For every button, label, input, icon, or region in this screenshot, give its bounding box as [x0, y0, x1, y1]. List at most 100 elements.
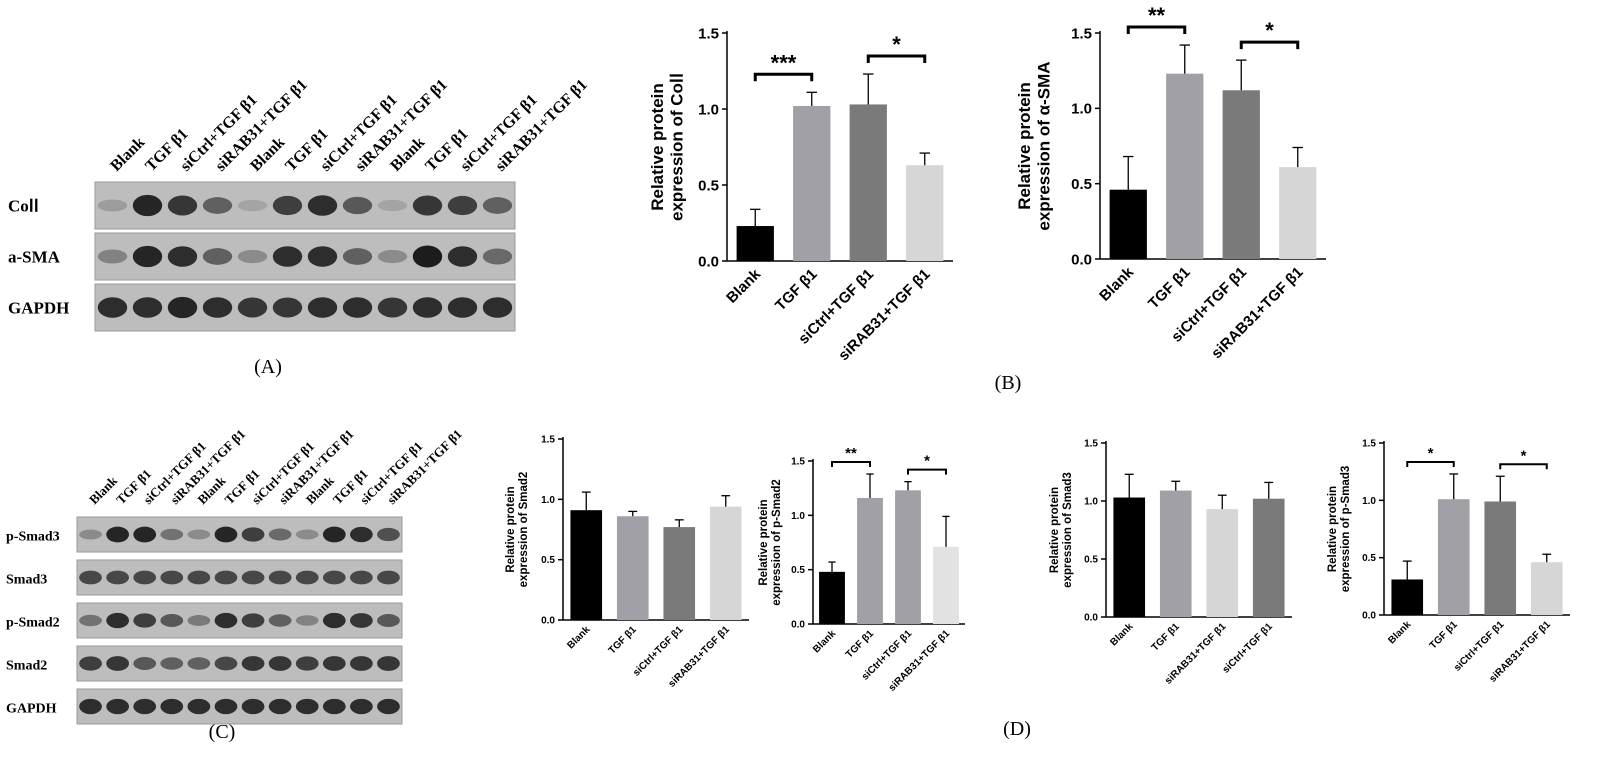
- protein-band: [132, 297, 163, 318]
- protein-band: [377, 698, 400, 715]
- x-category-label: Blank: [1386, 619, 1413, 646]
- protein-band: [350, 526, 373, 543]
- y-tick-label: 1.0: [541, 495, 555, 506]
- protein-band: [295, 656, 319, 671]
- protein-band: [241, 656, 265, 671]
- bar: [1252, 498, 1285, 617]
- significance-label: ***: [771, 50, 797, 75]
- protein-band: [202, 197, 233, 214]
- protein-band: [79, 614, 102, 627]
- blot-strip: [94, 283, 516, 332]
- protein-band: [106, 698, 129, 715]
- bar: [1484, 501, 1517, 615]
- protein-band: [79, 529, 102, 540]
- protein-band: [268, 528, 292, 541]
- protein-band: [187, 698, 211, 715]
- protein-band: [322, 570, 346, 585]
- y-axis-title: expression of CoⅠⅠ: [668, 73, 687, 221]
- y-tick-label: 1.5: [1084, 439, 1098, 450]
- bar-chart-psmad2: 0.0 0.5 1.0 1.5 Relative protein expression o…: [758, 445, 965, 694]
- protein-band: [241, 570, 265, 585]
- protein-band: [307, 297, 338, 318]
- panel-label-c: (C): [209, 721, 236, 743]
- protein-band: [377, 656, 400, 671]
- x-category-label: siCtrl+TGF β1: [1221, 621, 1276, 676]
- significance-bracket: [1406, 460, 1455, 467]
- panel-label-d: (D): [1003, 718, 1031, 740]
- y-axis-title: Relative protein: [505, 486, 517, 572]
- x-category-label: TGF β1: [1428, 619, 1460, 651]
- x-category-label: Blank: [811, 628, 838, 655]
- blot-strip: [76, 602, 403, 639]
- protein-band: [268, 570, 292, 585]
- protein-band: [167, 246, 198, 267]
- protein-band: [377, 614, 400, 627]
- protein-band: [202, 297, 233, 318]
- significance-bracket: [831, 461, 871, 468]
- protein-band: [307, 246, 338, 267]
- blot-row-label: p-Smad3: [6, 530, 60, 545]
- protein-band: [268, 698, 292, 715]
- bar: [1279, 167, 1317, 259]
- y-tick-label: 0.0: [1084, 613, 1098, 624]
- protein-band: [79, 698, 102, 715]
- protein-band: [241, 613, 265, 628]
- y-axis-title: Relative protein: [758, 499, 770, 585]
- protein-band: [412, 297, 443, 318]
- bar: [849, 104, 887, 261]
- y-tick-label: 1.5: [698, 25, 719, 42]
- protein-band: [342, 297, 373, 318]
- protein-band: [237, 199, 268, 212]
- protein-band: [133, 613, 157, 628]
- protein-band: [295, 529, 319, 540]
- protein-band: [79, 570, 102, 585]
- bar-chart-smad2: 0.0 0.5 1.0 1.5 Relative protein expression o…: [505, 435, 749, 690]
- significance-label: **: [1148, 3, 1166, 28]
- protein-band: [160, 570, 184, 585]
- y-tick-label: 1.0: [1071, 101, 1092, 118]
- bar: [570, 510, 603, 620]
- significance-label: *: [924, 453, 930, 470]
- blot-strip: [76, 688, 403, 725]
- protein-band: [167, 195, 198, 216]
- significance-bracket: [1126, 25, 1187, 35]
- y-axis-title: expression of Smad2: [518, 472, 530, 588]
- protein-band: [214, 526, 238, 543]
- x-category-label: Blank: [565, 624, 592, 651]
- protein-band: [133, 526, 157, 543]
- y-tick-label: 1.5: [541, 435, 555, 446]
- y-tick-label: 1.0: [698, 101, 719, 118]
- protein-band: [97, 199, 128, 212]
- protein-band: [214, 656, 238, 671]
- blot-row-label: GAPDH: [6, 702, 57, 717]
- protein-band: [97, 297, 128, 318]
- protein-band: [377, 249, 408, 264]
- protein-band: [187, 529, 211, 540]
- significance-label: *: [1428, 445, 1434, 462]
- blot-strip: [94, 232, 516, 281]
- protein-band: [295, 698, 319, 715]
- protein-band: [133, 698, 157, 715]
- protein-band: [241, 698, 265, 715]
- protein-band: [377, 570, 400, 585]
- protein-band: [97, 249, 128, 264]
- x-category-label: Blank: [1096, 263, 1137, 304]
- blot-strip: [94, 181, 516, 230]
- protein-band: [214, 570, 238, 585]
- protein-band: [322, 656, 346, 671]
- protein-band: [482, 248, 513, 265]
- y-axis-title: Relative protein: [1015, 82, 1034, 210]
- significance-bracket: [907, 468, 947, 475]
- protein-band: [167, 296, 198, 319]
- protein-band: [268, 656, 292, 671]
- protein-band: [132, 194, 163, 217]
- protein-band: [322, 698, 346, 715]
- y-axis-title: expression of α-SMA: [1035, 61, 1054, 230]
- significance-label: *: [1265, 18, 1274, 43]
- protein-band: [106, 570, 129, 585]
- y-axis-title: Relative protein: [648, 83, 667, 211]
- x-category-label: TGF β1: [1145, 264, 1194, 313]
- bar: [663, 527, 696, 620]
- y-tick-label: 0.0: [698, 253, 719, 270]
